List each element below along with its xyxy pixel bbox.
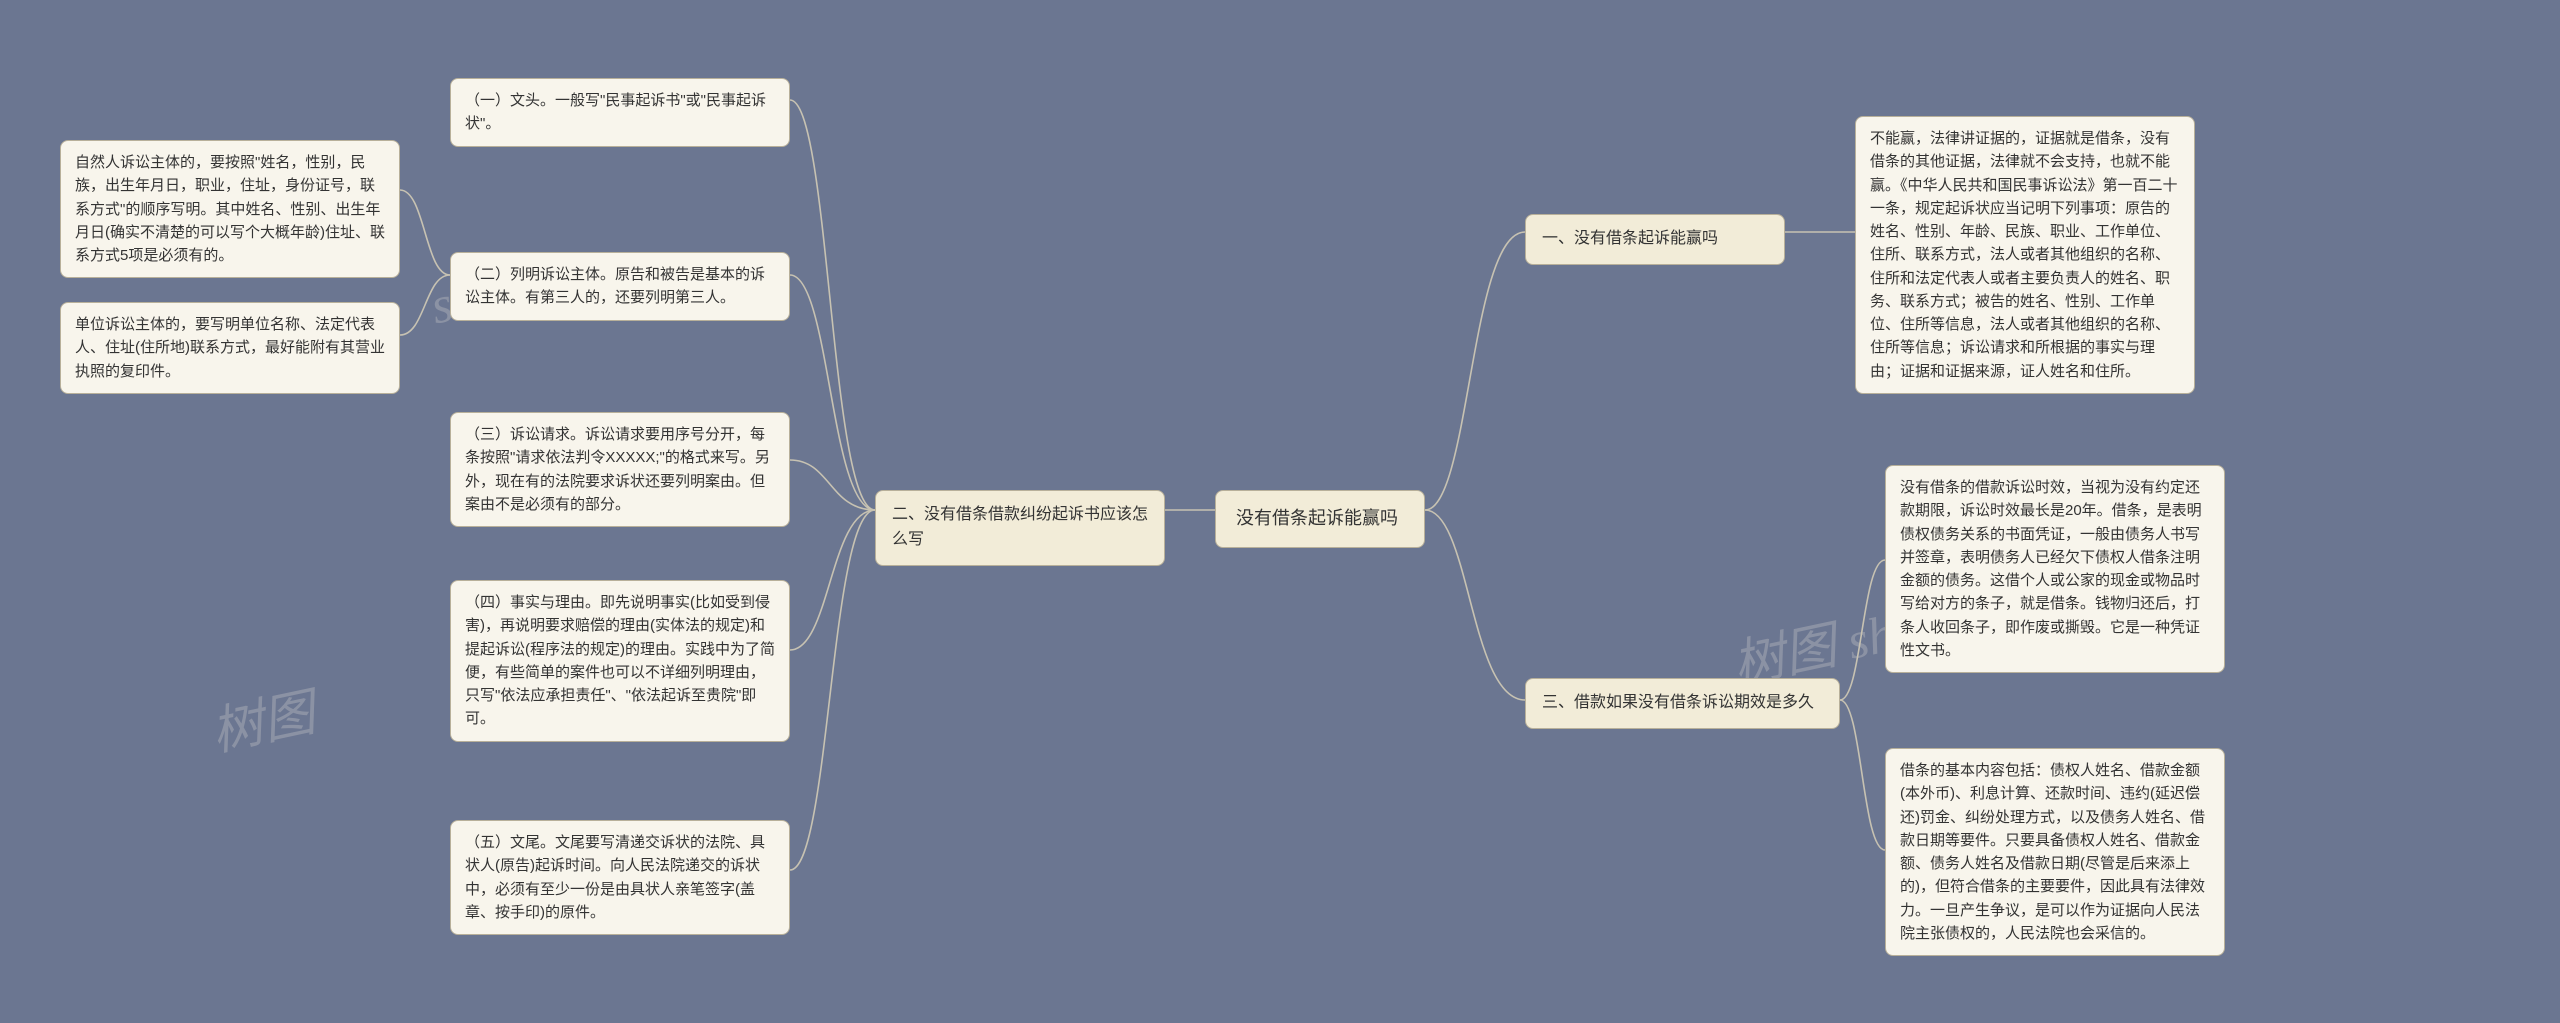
branch-1-label: 一、没有借条起诉能赢吗 <box>1542 230 1718 247</box>
leaf-c2: （二）列明诉讼主体。原告和被告是基本的诉讼主体。有第三人的，还要列明第三人。 <box>450 252 790 321</box>
leaf-c2-sub-1-text: 单位诉讼主体的，要写明单位名称、法定代表人、住址(住所地)联系方式，最好能附有其… <box>75 316 385 380</box>
watermark: 树图 <box>203 670 320 765</box>
leaf-b3-0-text: 没有借条的借款诉讼时效，当视为没有约定还款期限，诉讼时效最长是20年。借条，是表… <box>1900 479 2202 659</box>
root-node: 没有借条起诉能赢吗 <box>1215 490 1425 548</box>
branch-3: 三、借款如果没有借条诉讼期效是多久 <box>1525 678 1840 729</box>
leaf-c1: （一）文头。一般写"民事起诉书"或"民事起诉状"。 <box>450 78 790 147</box>
leaf-c5-text: （五）文尾。文尾要写清递交诉状的法院、具状人(原告)起诉时间。向人民法院递交的诉… <box>465 834 765 921</box>
leaf-c3: （三）诉讼请求。诉讼请求要用序号分开，每条按照"请求依法判令XXXXX;"的格式… <box>450 412 790 527</box>
leaf-b1-text: 不能赢，法律讲证据的，证据就是借条，没有借条的其他证据，法律就不会支持，也就不能… <box>1870 130 2178 380</box>
leaf-c1-text: （一）文头。一般写"民事起诉书"或"民事起诉状"。 <box>465 92 766 132</box>
leaf-b1: 不能赢，法律讲证据的，证据就是借条，没有借条的其他证据，法律就不会支持，也就不能… <box>1855 116 2195 394</box>
branch-2: 二、没有借条借款纠纷起诉书应该怎么写 <box>875 490 1165 566</box>
leaf-c4-text: （四）事实与理由。即先说明事实(比如受到侵害)，再说明要求赔偿的理由(实体法的规… <box>465 594 775 727</box>
leaf-c4: （四）事实与理由。即先说明事实(比如受到侵害)，再说明要求赔偿的理由(实体法的规… <box>450 580 790 742</box>
leaf-c2-sub-1: 单位诉讼主体的，要写明单位名称、法定代表人、住址(住所地)联系方式，最好能附有其… <box>60 302 400 394</box>
leaf-c3-text: （三）诉讼请求。诉讼请求要用序号分开，每条按照"请求依法判令XXXXX;"的格式… <box>465 426 770 513</box>
branch-3-label: 三、借款如果没有借条诉讼期效是多久 <box>1542 694 1814 711</box>
leaf-b3-0: 没有借条的借款诉讼时效，当视为没有约定还款期限，诉讼时效最长是20年。借条，是表… <box>1885 465 2225 673</box>
leaf-c2-sub-0-text: 自然人诉讼主体的，要按照"姓名，性别，民族，出生年月日，职业，住址，身份证号，联… <box>75 154 385 264</box>
leaf-c5: （五）文尾。文尾要写清递交诉状的法院、具状人(原告)起诉时间。向人民法院递交的诉… <box>450 820 790 935</box>
leaf-b3-1: 借条的基本内容包括：债权人姓名、借款金额(本外币)、利息计算、还款时间、违约(延… <box>1885 748 2225 956</box>
branch-2-label: 二、没有借条借款纠纷起诉书应该怎么写 <box>892 506 1148 548</box>
leaf-c2-sub-0: 自然人诉讼主体的，要按照"姓名，性别，民族，出生年月日，职业，住址，身份证号，联… <box>60 140 400 278</box>
leaf-b3-1-text: 借条的基本内容包括：债权人姓名、借款金额(本外币)、利息计算、还款时间、违约(延… <box>1900 762 2205 942</box>
branch-1: 一、没有借条起诉能赢吗 <box>1525 214 1785 265</box>
leaf-c2-text: （二）列明诉讼主体。原告和被告是基本的诉讼主体。有第三人的，还要列明第三人。 <box>465 266 765 306</box>
root-label: 没有借条起诉能赢吗 <box>1236 508 1398 528</box>
